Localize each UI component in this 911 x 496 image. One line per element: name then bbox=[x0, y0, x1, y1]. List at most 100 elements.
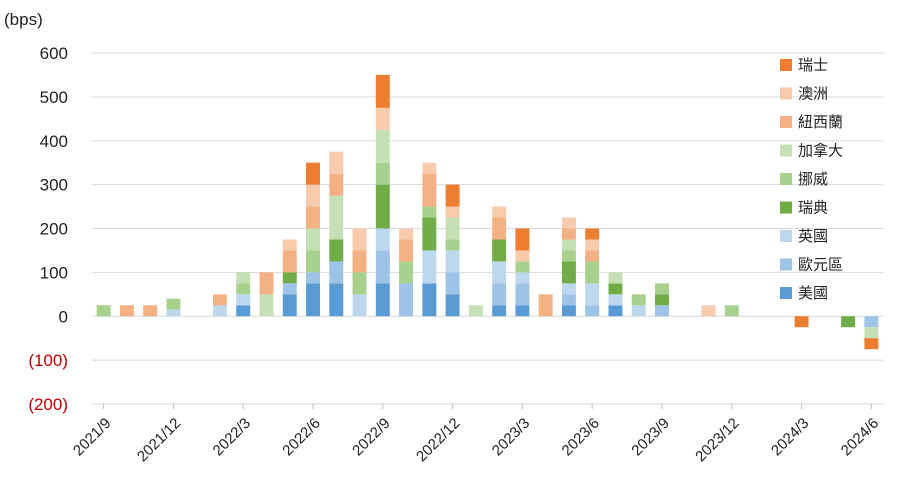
legend-swatch bbox=[780, 201, 792, 214]
bar-segment bbox=[352, 250, 367, 273]
bar-segment bbox=[422, 206, 437, 218]
bar-segment bbox=[864, 316, 879, 328]
x-tick-label: 2022/6 bbox=[279, 415, 323, 459]
legend-label: 加拿大 bbox=[798, 142, 843, 160]
bar-segment bbox=[724, 305, 739, 317]
y-tick-label: 400 bbox=[40, 132, 68, 151]
legend-label: 歐元區 bbox=[798, 256, 843, 274]
bar-segment bbox=[445, 239, 460, 251]
bar-segment bbox=[399, 283, 414, 317]
legend-label: 英國 bbox=[798, 227, 828, 245]
bar-segment bbox=[445, 206, 460, 218]
y-tick-label: 500 bbox=[40, 88, 68, 107]
bar-segment bbox=[375, 74, 390, 108]
x-tick-label: 2023/3 bbox=[489, 415, 533, 459]
bar-segment bbox=[561, 217, 576, 229]
bar-segment bbox=[306, 283, 320, 317]
bar-segment bbox=[445, 217, 460, 240]
bar-segment bbox=[538, 294, 553, 317]
x-tick-label: 2022/9 bbox=[349, 415, 393, 459]
bars bbox=[96, 74, 879, 350]
bar-segment bbox=[492, 217, 507, 240]
legend-label: 美國 bbox=[798, 284, 828, 302]
x-tick-label: 2024/3 bbox=[768, 415, 812, 459]
bar-segment bbox=[282, 283, 297, 295]
legend-swatch bbox=[780, 258, 792, 271]
bar-segment bbox=[306, 162, 320, 185]
bar-segment bbox=[399, 261, 414, 284]
bar-segment bbox=[282, 272, 297, 284]
bar-segment bbox=[166, 298, 181, 310]
bar-segment bbox=[282, 250, 297, 273]
legend-label: 挪威 bbox=[798, 170, 828, 188]
bar-segment bbox=[585, 239, 600, 251]
bar-segment bbox=[422, 162, 437, 174]
bar-segment bbox=[375, 283, 390, 317]
bar-segment bbox=[561, 283, 576, 295]
bar-segment bbox=[375, 107, 390, 130]
x-tick-label: 2023/12 bbox=[692, 415, 742, 465]
y-axis-ticks: 600 500 400 300 200 100 0 (100) (200) bbox=[28, 44, 68, 414]
bar-segment bbox=[329, 195, 344, 240]
bar-segment bbox=[445, 250, 460, 273]
bar-segment bbox=[561, 294, 576, 306]
bar-segment bbox=[445, 272, 460, 295]
bar-segment bbox=[352, 294, 367, 317]
legend-swatch bbox=[780, 287, 792, 299]
bar-segment bbox=[445, 294, 460, 317]
x-tick-label: 2022/3 bbox=[210, 415, 254, 459]
bar-segment bbox=[422, 250, 437, 284]
legend-swatch bbox=[780, 116, 792, 128]
bar-segment bbox=[585, 228, 600, 240]
bar-segment bbox=[236, 272, 251, 284]
bar-segment bbox=[375, 250, 390, 284]
x-tick-label: 2022/12 bbox=[413, 415, 463, 465]
bar-segment bbox=[561, 261, 576, 284]
bar-segment bbox=[329, 239, 344, 262]
bar-segment bbox=[864, 327, 879, 339]
bar-segment bbox=[306, 184, 320, 207]
bar-segment bbox=[468, 305, 483, 317]
bar-segment bbox=[399, 239, 414, 262]
bar-segment bbox=[375, 184, 390, 229]
x-tick-label: 2023/6 bbox=[559, 415, 603, 459]
bar-segment bbox=[119, 305, 134, 317]
y-tick-label: 100 bbox=[40, 263, 68, 282]
bar-segment bbox=[375, 162, 390, 185]
legend-label: 澳洲 bbox=[798, 85, 828, 103]
bar-segment bbox=[212, 305, 227, 317]
x-tick-label: 2021/12 bbox=[134, 415, 184, 465]
bar-segment bbox=[282, 294, 297, 317]
gridlines bbox=[92, 52, 883, 405]
x-tick-label: 2024/6 bbox=[838, 415, 882, 459]
bar-segment bbox=[259, 294, 274, 317]
legend-label: 紐西蘭 bbox=[798, 113, 843, 131]
bar-segment bbox=[492, 206, 507, 218]
bar-segment bbox=[306, 250, 320, 273]
bar-segment bbox=[561, 250, 576, 262]
bar-segment bbox=[399, 228, 414, 240]
bar-segment bbox=[166, 309, 181, 317]
bar-segment bbox=[841, 316, 856, 328]
bar-segment bbox=[306, 272, 320, 284]
bar-segment bbox=[352, 228, 367, 251]
bar-segment bbox=[585, 283, 600, 306]
bar-segment bbox=[864, 338, 879, 350]
bar-segment bbox=[329, 261, 344, 284]
bar-segment bbox=[352, 272, 367, 295]
bar-segment bbox=[422, 283, 437, 317]
x-axis-ticks: 2021/9 2021/12 2022/3 2022/6 2022/9 2022/12 20… bbox=[70, 403, 883, 465]
legend-swatch bbox=[780, 59, 792, 71]
bar-segment bbox=[655, 294, 669, 306]
bar-segment bbox=[585, 261, 600, 284]
x-tick-label: 2023/9 bbox=[628, 415, 672, 459]
bar-segment bbox=[306, 206, 320, 229]
bar-segment bbox=[515, 228, 530, 251]
legend-swatch bbox=[780, 87, 792, 100]
bar-segment bbox=[608, 272, 623, 284]
x-tick-label: 2021/9 bbox=[70, 415, 114, 459]
bar-segment bbox=[329, 173, 344, 196]
y-axis-unit-label: (bps) bbox=[4, 10, 43, 29]
